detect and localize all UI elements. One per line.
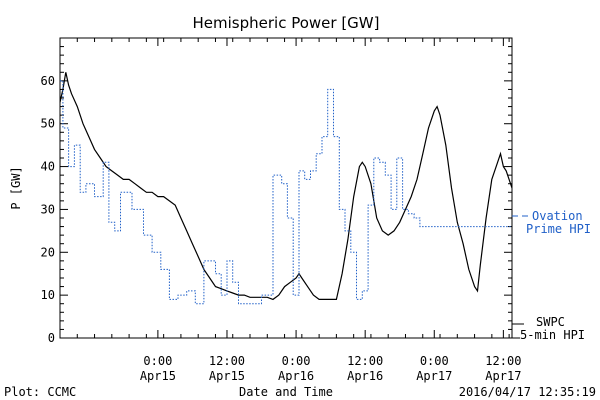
x-tick-date: Apr15: [209, 369, 245, 383]
x-tick-date: Apr17: [485, 369, 521, 383]
x-tick-time: 0:00: [282, 354, 311, 368]
y-tick-label: 0: [48, 331, 55, 345]
x-tick-date: Apr17: [416, 369, 452, 383]
legend-ovation-label-1: Ovation: [532, 209, 583, 223]
x-axis-label: Date and Time: [239, 385, 333, 399]
y-tick-label: 40: [41, 160, 55, 174]
legend-ovation-label-2: Prime HPI: [526, 222, 591, 236]
y-tick-label: 60: [41, 74, 55, 88]
x-tick-date: Apr16: [278, 369, 314, 383]
y-tick-label: 10: [41, 288, 55, 302]
footer-plot-credit: Plot: CCMC: [4, 385, 76, 399]
legend-swpc-label-2: 5-min HPI: [520, 328, 585, 342]
x-tick-time: 12:00: [347, 354, 383, 368]
x-tick-time: 12:00: [485, 354, 521, 368]
y-tick-label: 50: [41, 117, 55, 131]
legend-swpc-label-1: SWPC: [536, 315, 565, 329]
x-axis: 0:00Apr1512:00Apr150:00Apr1612:00Apr160:…: [59, 38, 521, 383]
x-tick-date: Apr15: [140, 369, 176, 383]
footer-timestamp: 2016/04/17 12:35:19: [459, 385, 596, 399]
series-swpc-line: [59, 72, 513, 301]
plot-frame: [59, 37, 513, 339]
x-tick-time: 0:00: [420, 354, 449, 368]
y-tick-label: 30: [41, 202, 55, 216]
series-layer: [59, 72, 513, 305]
y-axis: 0 10 20 30 40 50 60: [41, 46, 512, 345]
x-tick-time: 0:00: [143, 354, 172, 368]
y-tick-label: 20: [41, 245, 55, 259]
chart-title: Hemispheric Power [GW]: [193, 14, 380, 32]
series-ovation-line: [60, 80, 512, 305]
x-tick-date: Apr16: [347, 369, 383, 383]
x-tick-time: 12:00: [209, 354, 245, 368]
y-axis-label: P [GW]: [9, 166, 23, 209]
